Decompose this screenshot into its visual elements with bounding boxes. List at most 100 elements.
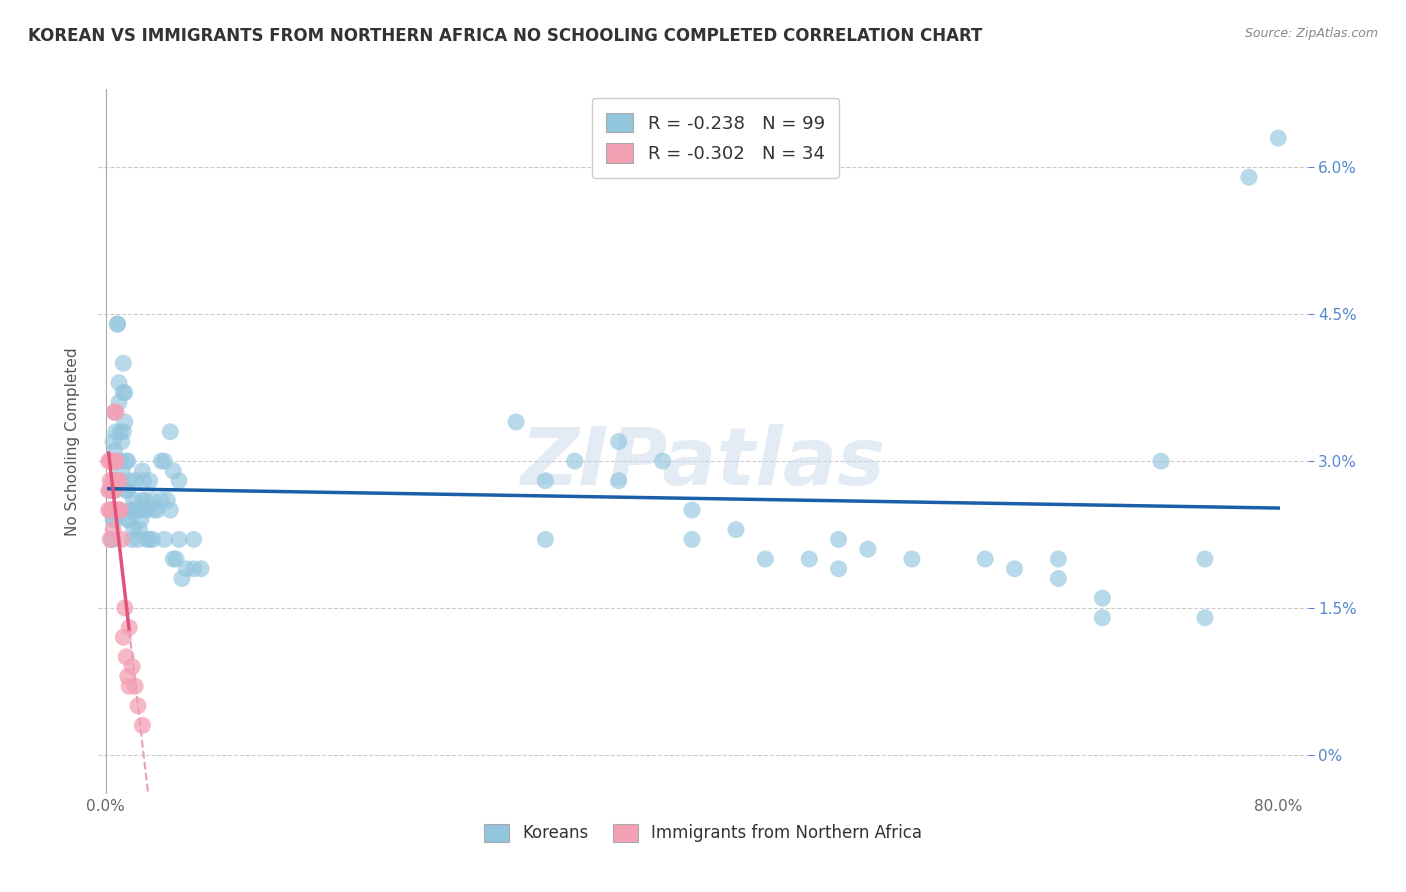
Point	[100, 483, 122, 498]
Point	[103, 405, 125, 419]
Point	[754, 552, 776, 566]
Point	[159, 503, 181, 517]
Point	[121, 659, 143, 673]
Point	[98, 533, 121, 547]
Point	[124, 503, 146, 517]
Point	[107, 474, 129, 488]
Point	[101, 523, 124, 537]
Point	[108, 376, 131, 390]
Point	[827, 533, 849, 547]
Point	[105, 503, 128, 517]
Point	[105, 405, 128, 419]
Point	[103, 444, 125, 458]
Point	[103, 513, 125, 527]
Point	[100, 454, 122, 468]
Point	[651, 454, 673, 468]
Point	[128, 523, 150, 537]
Point	[127, 698, 149, 713]
Point	[142, 533, 165, 547]
Point	[111, 533, 134, 547]
Point	[135, 533, 157, 547]
Point	[117, 454, 139, 468]
Point	[101, 513, 124, 527]
Point	[100, 533, 122, 547]
Point	[114, 385, 136, 400]
Point	[124, 474, 146, 488]
Point	[108, 474, 131, 488]
Point	[1004, 562, 1026, 576]
Point	[101, 503, 124, 517]
Point	[98, 483, 121, 498]
Point	[162, 552, 184, 566]
Point	[110, 425, 132, 439]
Point	[142, 493, 165, 508]
Point	[135, 503, 157, 517]
Point	[124, 679, 146, 693]
Point	[146, 503, 169, 517]
Point	[121, 533, 143, 547]
Point	[190, 562, 212, 576]
Point	[138, 474, 160, 488]
Point	[107, 503, 129, 517]
Point	[799, 552, 821, 566]
Point	[115, 483, 138, 498]
Point	[114, 415, 136, 429]
Point	[974, 552, 997, 566]
Point	[131, 464, 153, 478]
Point	[103, 483, 125, 498]
Point	[120, 503, 142, 517]
Point	[1194, 611, 1216, 625]
Point	[107, 317, 129, 331]
Point	[117, 669, 139, 683]
Point	[1237, 170, 1260, 185]
Point	[1267, 131, 1289, 145]
Point	[121, 503, 143, 517]
Point	[105, 474, 128, 488]
Y-axis label: No Schooling Completed: No Schooling Completed	[65, 347, 80, 536]
Point	[607, 474, 630, 488]
Point	[115, 649, 138, 664]
Point	[100, 503, 122, 517]
Point	[724, 523, 747, 537]
Point	[105, 454, 128, 468]
Point	[1047, 552, 1070, 566]
Point	[115, 454, 138, 468]
Point	[101, 474, 124, 488]
Point	[607, 434, 630, 449]
Point	[681, 503, 703, 517]
Point	[159, 425, 181, 439]
Point	[132, 474, 155, 488]
Point	[101, 434, 124, 449]
Point	[118, 620, 141, 634]
Point	[103, 405, 125, 419]
Point	[183, 562, 205, 576]
Point	[103, 454, 125, 468]
Point	[108, 395, 131, 409]
Point	[105, 425, 128, 439]
Point	[98, 503, 121, 517]
Point	[681, 533, 703, 547]
Point	[112, 356, 135, 370]
Point	[183, 533, 205, 547]
Point	[150, 454, 173, 468]
Point	[1150, 454, 1173, 468]
Point	[127, 503, 149, 517]
Point	[98, 454, 121, 468]
Point	[118, 679, 141, 693]
Point	[122, 493, 145, 508]
Point	[117, 513, 139, 527]
Point	[165, 552, 187, 566]
Point	[108, 503, 131, 517]
Point	[127, 533, 149, 547]
Point	[97, 483, 120, 498]
Point	[112, 425, 135, 439]
Point	[118, 513, 141, 527]
Point	[856, 542, 879, 557]
Point	[111, 434, 134, 449]
Point	[534, 474, 557, 488]
Point	[153, 533, 176, 547]
Point	[505, 415, 527, 429]
Point	[112, 630, 135, 644]
Point	[107, 317, 129, 331]
Point	[1194, 552, 1216, 566]
